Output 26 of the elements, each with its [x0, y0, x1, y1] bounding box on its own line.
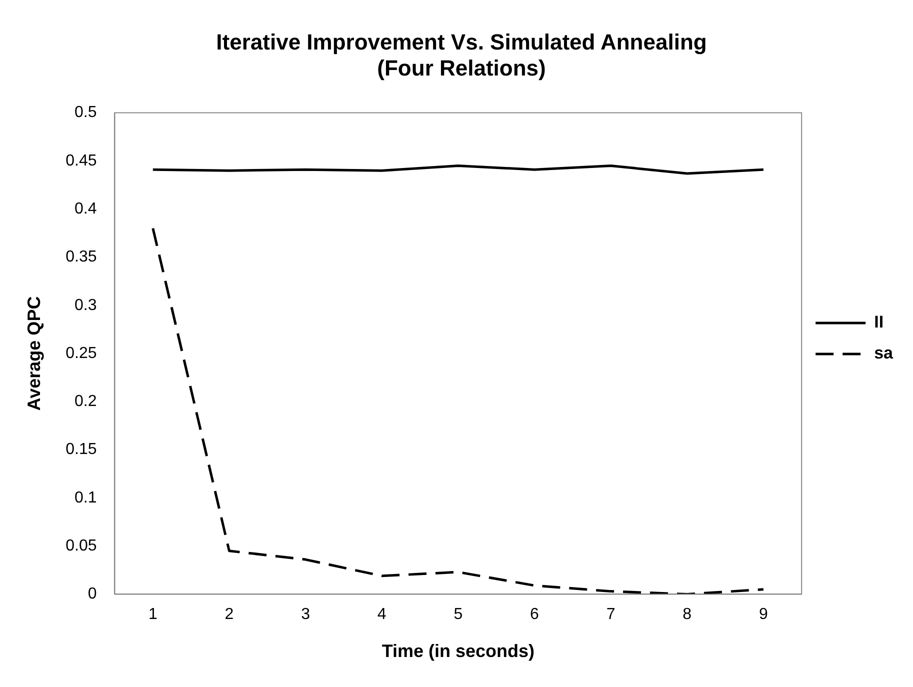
x-tick-label: 5	[454, 606, 463, 624]
legend-label: II	[874, 312, 884, 332]
y-tick-label: 0.5	[74, 104, 97, 122]
y-tick-label: 0.25	[66, 344, 97, 362]
y-tick-label: 0.35	[66, 248, 97, 266]
x-tick-label: 7	[606, 606, 616, 624]
line-series	[152, 227, 765, 594]
x-tick-label: 4	[377, 606, 386, 624]
y-tick-label: 0.05	[66, 537, 97, 554]
y-tick-label: 0	[88, 586, 97, 603]
y-tick-label: 0.2	[74, 393, 97, 410]
x-tick-label: 9	[758, 606, 768, 624]
y-tick-label: 0.15	[66, 441, 97, 458]
x-tick-label: 6	[530, 606, 540, 624]
x-tick-label: 3	[301, 606, 310, 624]
y-axis-title: Average QPC	[24, 296, 44, 411]
legend-label: sa	[874, 344, 894, 363]
y-tick-label: 0.3	[74, 296, 97, 314]
y-tick-label: 0.4	[74, 200, 97, 218]
x-axis-title: Time (in seconds)	[382, 641, 535, 662]
x-tick-label: 8	[682, 606, 692, 624]
x-tick-label: 2	[224, 606, 234, 624]
y-tick-label: 0.1	[74, 489, 97, 506]
chart-title: Iterative Improvement Vs. Simulated Annealing (Four Relations)	[216, 29, 707, 81]
x-tick-label: 1	[148, 606, 158, 624]
y-tick-label: 0.45	[66, 152, 97, 170]
